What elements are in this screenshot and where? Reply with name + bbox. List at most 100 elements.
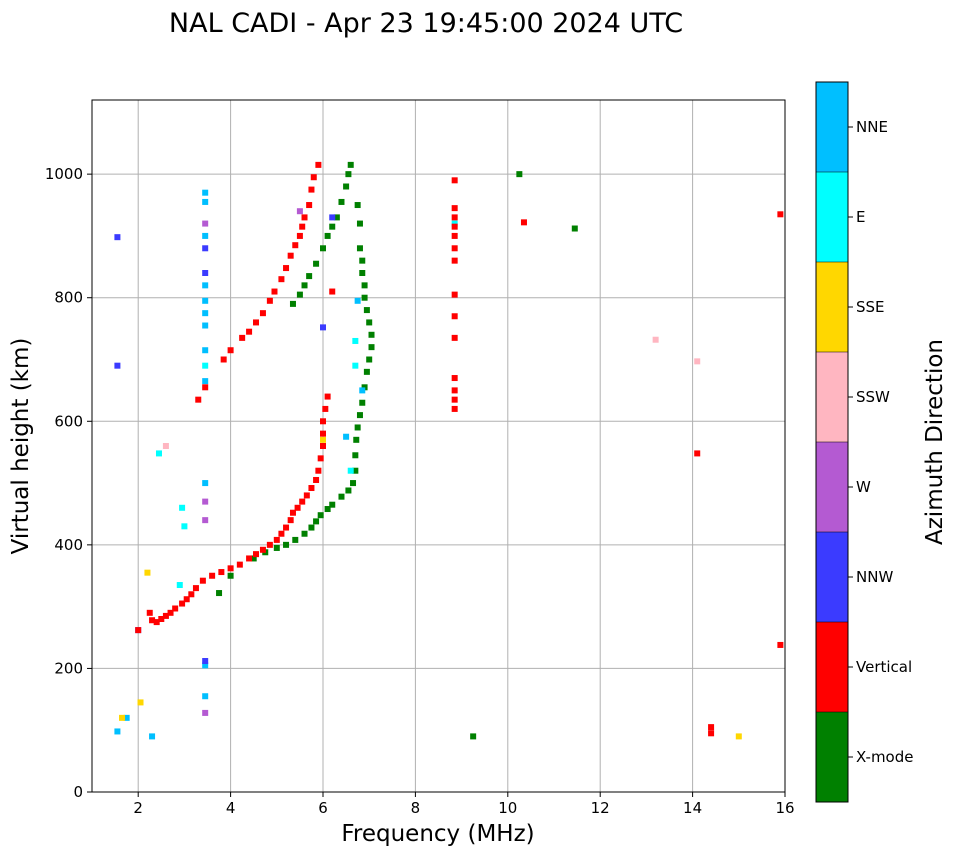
- point-vertical: [239, 334, 246, 341]
- colorbar-frame: [815, 81, 849, 803]
- point-xmode: [333, 214, 340, 221]
- colorbar-tick-label: Vertical: [856, 658, 912, 676]
- point-xmode: [320, 245, 326, 252]
- point-nne: [354, 297, 361, 304]
- point-xmode: [366, 319, 373, 326]
- point-xmode: [354, 202, 361, 209]
- grid-lines: [92, 100, 786, 793]
- point-vertical: [777, 641, 784, 648]
- point-xmode: [283, 541, 290, 548]
- point-nnw: [114, 234, 121, 241]
- point-sse: [735, 733, 742, 740]
- point-xmode: [301, 530, 308, 537]
- point-xmode: [356, 412, 363, 419]
- point-nne: [202, 282, 209, 289]
- point-xmode: [352, 467, 359, 474]
- plot-frame: [91, 99, 786, 793]
- point-vertical: [246, 328, 253, 335]
- point-nne: [202, 662, 209, 669]
- point-xmode: [308, 524, 315, 531]
- colorbar-tick-label: SSW: [856, 388, 890, 406]
- point-xmode: [313, 260, 320, 267]
- point-vertical: [167, 609, 174, 616]
- point-nne: [202, 693, 209, 700]
- point-nne: [359, 387, 366, 394]
- point-vertical: [451, 257, 458, 264]
- point-ssw: [652, 336, 659, 343]
- point-nne: [123, 714, 130, 721]
- point-nnw: [202, 658, 209, 665]
- point-vertical: [451, 396, 458, 403]
- point-vertical: [259, 546, 266, 553]
- point-xmode: [345, 487, 352, 494]
- point-vertical: [199, 577, 206, 584]
- point-xmode: [368, 344, 375, 351]
- point-xmode: [296, 291, 303, 298]
- point-e: [202, 362, 209, 369]
- x-tick-label: 8: [411, 799, 421, 817]
- point-xmode: [329, 501, 336, 508]
- point-nnw: [320, 324, 326, 331]
- point-vertical: [273, 536, 280, 543]
- point-vertical: [294, 504, 301, 511]
- y-tick-label: 1000: [45, 165, 83, 183]
- y-tick-label: 0: [73, 783, 83, 801]
- point-e: [451, 220, 458, 227]
- point-vertical: [451, 405, 458, 412]
- point-vertical: [266, 541, 273, 548]
- x-tick-label: 6: [318, 799, 328, 817]
- point-vertical: [708, 730, 715, 737]
- point-xmode: [329, 223, 336, 230]
- colorbar-swatch: [816, 712, 848, 802]
- point-xmode: [324, 232, 331, 239]
- colorbar-tick-label: NNE: [856, 118, 888, 136]
- point-vertical: [195, 396, 202, 403]
- point-xmode: [301, 282, 308, 289]
- point-vertical: [694, 450, 701, 457]
- point-vertical: [313, 476, 320, 483]
- point-xmode: [571, 225, 578, 232]
- point-vertical: [320, 443, 326, 449]
- point-vertical: [253, 319, 260, 326]
- point-nne: [202, 378, 209, 385]
- point-vertical: [259, 310, 266, 317]
- point-vertical: [451, 205, 458, 212]
- point-xmode: [354, 424, 361, 431]
- point-vertical: [192, 585, 199, 592]
- point-nne: [202, 198, 209, 205]
- colorbar-swatch: [816, 352, 848, 442]
- point-vertical: [303, 492, 310, 499]
- colorbar-swatch: [816, 442, 848, 532]
- point-vertical: [451, 387, 458, 394]
- point-vertical: [324, 393, 331, 400]
- y-tick-label: 400: [54, 536, 83, 554]
- point-vertical: [227, 347, 234, 354]
- point-vertical: [146, 609, 153, 616]
- point-xmode: [338, 493, 345, 500]
- point-xmode: [227, 572, 234, 579]
- point-vertical: [317, 455, 324, 462]
- point-vertical: [162, 612, 169, 619]
- point-e: [352, 362, 359, 369]
- point-vertical: [135, 627, 142, 634]
- point-w: [202, 709, 209, 716]
- point-vertical: [315, 161, 322, 168]
- colorbar-label: Azimuth Direction: [922, 339, 948, 545]
- point-xmode: [345, 171, 352, 178]
- x-axis-label: Frequency (MHz): [341, 821, 534, 847]
- x-tick-label: 2: [133, 799, 143, 817]
- point-ssw: [694, 358, 701, 365]
- point-vertical: [172, 605, 179, 612]
- point-vertical: [329, 288, 336, 295]
- point-vertical: [253, 551, 260, 558]
- point-xmode: [216, 590, 223, 597]
- point-vertical: [292, 242, 299, 249]
- point-w: [202, 220, 209, 227]
- point-vertical: [451, 291, 458, 298]
- point-xmode: [289, 300, 296, 307]
- point-xmode: [338, 198, 345, 205]
- point-vertical: [278, 276, 285, 283]
- y-tick-label: 600: [54, 412, 83, 430]
- point-vertical: [179, 600, 186, 607]
- colorbar-swatch: [816, 262, 848, 352]
